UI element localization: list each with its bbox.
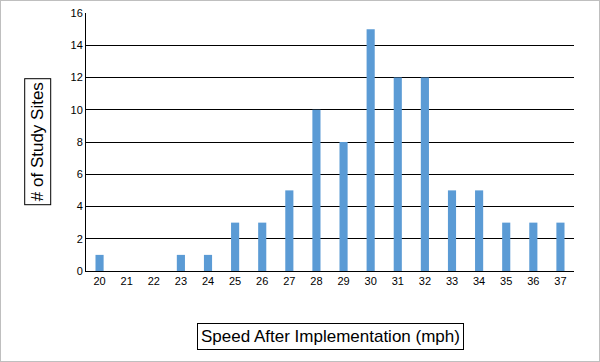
svg-text:21: 21 — [121, 275, 133, 287]
svg-text:20: 20 — [93, 275, 105, 287]
svg-text:29: 29 — [337, 275, 349, 287]
svg-text:2: 2 — [77, 233, 83, 245]
svg-text:36: 36 — [527, 275, 539, 287]
svg-text:4: 4 — [77, 200, 83, 212]
svg-text:14: 14 — [71, 39, 83, 51]
svg-text:28: 28 — [310, 275, 322, 287]
svg-text:32: 32 — [419, 275, 431, 287]
svg-text:22: 22 — [148, 275, 160, 287]
svg-text:37: 37 — [554, 275, 566, 287]
svg-text:33: 33 — [446, 275, 458, 287]
svg-text:25: 25 — [229, 275, 241, 287]
svg-text:24: 24 — [202, 275, 214, 287]
svg-text:10: 10 — [71, 104, 83, 116]
svg-text:16: 16 — [71, 7, 83, 19]
svg-text:6: 6 — [77, 168, 83, 180]
svg-text:# of Study Sites: # of Study Sites — [28, 82, 47, 201]
svg-text:0: 0 — [77, 265, 83, 277]
svg-text:27: 27 — [283, 275, 295, 287]
svg-text:12: 12 — [71, 71, 83, 83]
svg-text:23: 23 — [175, 275, 187, 287]
svg-text:31: 31 — [392, 275, 404, 287]
svg-text:8: 8 — [77, 136, 83, 148]
svg-text:26: 26 — [256, 275, 268, 287]
svg-text:30: 30 — [365, 275, 377, 287]
svg-text:35: 35 — [500, 275, 512, 287]
svg-text:34: 34 — [473, 275, 485, 287]
svg-text:Speed After Implementation (mp: Speed After Implementation (mph) — [201, 327, 460, 346]
